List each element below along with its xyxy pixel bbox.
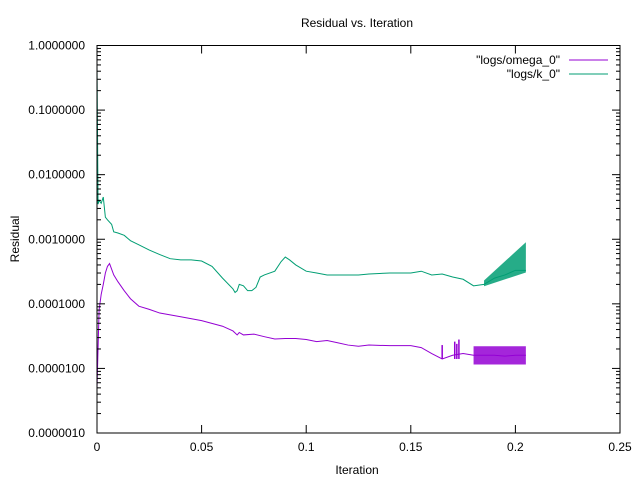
series-line bbox=[96, 262, 526, 388]
y-tick-label: 0.0010000 bbox=[28, 232, 85, 246]
x-tick-label: 0.1 bbox=[298, 440, 315, 454]
y-tick-label: 0.0100000 bbox=[28, 168, 85, 182]
x-tick-label: 0.15 bbox=[399, 440, 423, 454]
y-tick-label: 0.1000000 bbox=[28, 103, 85, 117]
plot-frame bbox=[96, 45, 621, 434]
x-tick-label: 0.05 bbox=[190, 440, 214, 454]
x-tick-label: 0.25 bbox=[608, 440, 632, 454]
y-tick-label: 0.0001000 bbox=[28, 297, 85, 311]
y-tick-label: 0.0000100 bbox=[28, 361, 85, 375]
x-axis: 0 0.05 0.1 0.15 0.2 0.25 bbox=[94, 45, 632, 454]
legend-label: "logs/k_0" bbox=[507, 67, 560, 81]
x-axis-label: Iteration bbox=[335, 463, 378, 477]
legend-label: "logs/omega_0" bbox=[476, 53, 560, 67]
y-tick-label: 1.0000000 bbox=[28, 39, 85, 53]
x-tick-label: 0 bbox=[94, 440, 101, 454]
series-line bbox=[96, 64, 526, 294]
legend: "logs/omega_0""logs/k_0" bbox=[476, 53, 608, 81]
oscillation-band bbox=[473, 346, 526, 365]
oscillation-band bbox=[484, 242, 526, 287]
y-axis-label: Residual bbox=[8, 216, 22, 263]
y-axis: 0.0000010 0.0000100 0.0001000 0.0010000 0.01… bbox=[28, 39, 620, 440]
y-tick-label: 0.0000010 bbox=[28, 426, 85, 440]
series-0 bbox=[96, 262, 526, 388]
chart-title: Residual vs. Iteration bbox=[301, 16, 413, 30]
plot-area bbox=[96, 64, 526, 388]
series-1 bbox=[96, 64, 526, 294]
x-tick-label: 0.2 bbox=[507, 440, 524, 454]
